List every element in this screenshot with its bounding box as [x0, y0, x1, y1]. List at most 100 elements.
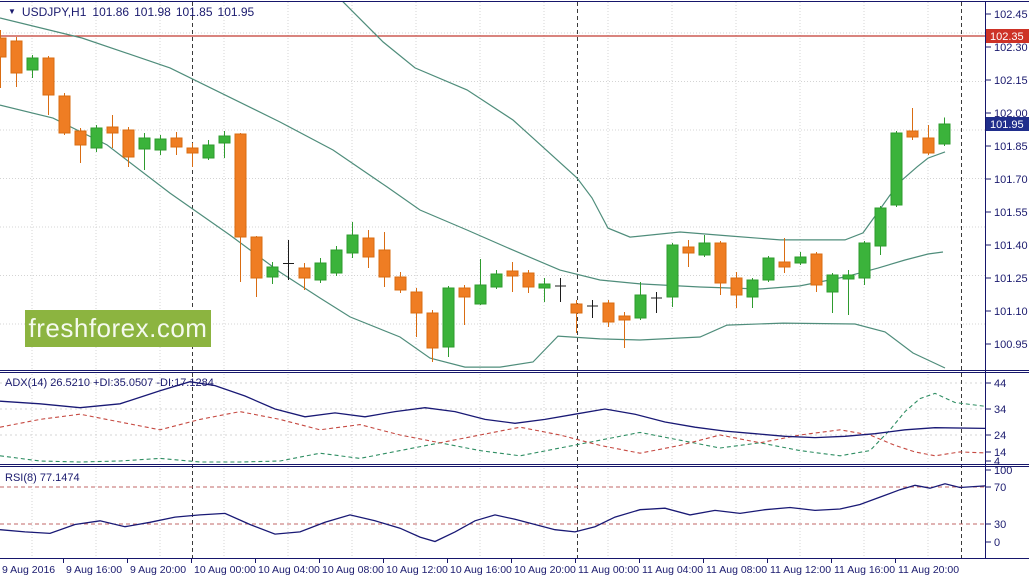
- bear-candle: [74, 130, 87, 146]
- bull-candle: [490, 273, 503, 288]
- bull-candle: [26, 57, 39, 71]
- bull-candle: [138, 137, 151, 150]
- bull-candle: [858, 242, 871, 279]
- bear-candle: [922, 137, 935, 154]
- bull-candle: [634, 294, 647, 319]
- bear-candle: [298, 267, 311, 279]
- bull-candle: [842, 274, 855, 280]
- symbol-ohlc-header: ▼ USDJPY,H1 101.86 101.98 101.85 101.95: [8, 5, 259, 19]
- adx-line: [0, 381, 985, 439]
- rsi-panel-lines: [0, 483, 985, 543]
- current-price-badge-value: 101.95: [990, 119, 1024, 131]
- minus-di-line: [0, 411, 985, 457]
- symbol-period-label: USDJPY,H1: [21, 5, 87, 19]
- bear-candle: [0, 37, 7, 58]
- bollinger-middle-band: [0, 17, 944, 290]
- bear-candle: [906, 130, 919, 138]
- bear-candle: [570, 303, 583, 314]
- rsi-indicator-label: RSI(8) 77.1474: [5, 472, 80, 484]
- bull-candle: [762, 257, 775, 281]
- price-tick-label: 101.55: [994, 207, 1028, 219]
- bull-candle: [218, 135, 231, 144]
- time-tick-label: 11 Aug 20:00: [898, 564, 959, 576]
- bull-candle: [874, 207, 887, 247]
- time-tick-label: 9 Aug 2016: [2, 564, 55, 576]
- bear-candle: [618, 315, 631, 321]
- bull-candle: [538, 283, 551, 289]
- price-tick-label: 100.95: [994, 339, 1028, 351]
- symbol-dropdown-icon[interactable]: ▼: [8, 7, 16, 16]
- adx-lines: [0, 381, 985, 463]
- bear-candle: [778, 261, 791, 268]
- bull-candle: [794, 256, 807, 264]
- bull-candle: [666, 244, 679, 298]
- bear-candle: [186, 147, 199, 154]
- bollinger-lower-band: [0, 104, 946, 369]
- adx-tick-label: 24: [994, 430, 1006, 442]
- ohlc-open: 101.86: [92, 5, 130, 19]
- current-price-badge: [986, 117, 1029, 131]
- bull-candle: [442, 287, 455, 348]
- bull-candle: [90, 127, 103, 149]
- price-axis[interactable]: 102.45102.30102.15102.00101.85101.70101.…: [986, 9, 1029, 351]
- bear-candle: [714, 242, 727, 284]
- ohlc-low: 101.85: [175, 5, 213, 19]
- bear-candle: [682, 246, 695, 254]
- time-tick-label: 11 Aug 04:00: [642, 564, 703, 576]
- price-tick-label: 101.40: [994, 240, 1028, 252]
- time-tick-label: 10 Aug 16:00: [450, 564, 512, 576]
- price-tick-label: 102.15: [994, 75, 1028, 87]
- bear-candle: [394, 276, 407, 291]
- ohlc-high: 101.98: [134, 5, 171, 19]
- price-tick-label: 101.70: [994, 174, 1028, 186]
- resistance-price-badge: [986, 29, 1029, 43]
- bear-candle: [42, 57, 55, 96]
- bull-candle: [698, 242, 711, 256]
- time-tick-label: 10 Aug 12:00: [386, 564, 448, 576]
- price-tick-label: 102.45: [994, 9, 1028, 21]
- bear-candle: [10, 40, 23, 74]
- candlesticks: [0, 30, 951, 363]
- bull-candle: [890, 132, 903, 206]
- time-tick-label: 10 Aug 04:00: [258, 564, 320, 576]
- bull-candle: [346, 234, 359, 254]
- bear-candle: [58, 95, 71, 134]
- bull-candle: [202, 144, 215, 159]
- time-tick-label: 9 Aug 16:00: [66, 564, 122, 576]
- bear-candle: [506, 270, 519, 277]
- bull-candle: [266, 266, 279, 278]
- price-tick-label: 101.25: [994, 273, 1028, 285]
- time-tick-label: 11 Aug 12:00: [770, 564, 831, 576]
- time-axis[interactable]: 9 Aug 2016 9 Aug 16:00 9 Aug 20:00 10 Aug 0…: [2, 559, 959, 576]
- price-tick-label: 101.85: [994, 141, 1028, 153]
- adx-indicator-label: ADX(14) 26.5210 +DI:35.0507 -DI:17.1284: [5, 377, 214, 389]
- bull-candle: [826, 274, 839, 293]
- bear-candle: [730, 277, 743, 296]
- price-tick-label: 101.10: [994, 306, 1028, 318]
- adx-tick-label: 14: [994, 447, 1006, 459]
- time-tick-label: 11 Aug 00:00: [578, 564, 639, 576]
- ohlc-close: 101.95: [217, 5, 255, 19]
- bear-candle: [426, 312, 439, 349]
- bear-candle: [170, 137, 183, 148]
- time-tick-label: 11 Aug 08:00: [706, 564, 767, 576]
- price-tick-label: 102.30: [994, 42, 1028, 54]
- adx-tick-label: 34: [994, 404, 1006, 416]
- rsi-tick-label: 100: [994, 465, 1012, 477]
- bear-candle: [522, 272, 535, 288]
- bear-candle: [810, 253, 823, 286]
- bull-candle: [746, 279, 759, 298]
- time-tick-label: 9 Aug 20:00: [130, 564, 186, 576]
- time-tick-label: 10 Aug 00:00: [194, 564, 256, 576]
- rsi-line: [0, 483, 985, 543]
- rsi-tick-label: 30: [994, 519, 1006, 531]
- ohlc-values: 101.86 101.98 101.85 101.95: [92, 5, 259, 19]
- rsi-tick-label: 70: [994, 482, 1006, 494]
- bull-candle: [330, 249, 343, 274]
- bull-candle: [474, 284, 487, 305]
- time-tick-label: 10 Aug 20:00: [514, 564, 576, 576]
- time-tick-label: 11 Aug 16:00: [834, 564, 895, 576]
